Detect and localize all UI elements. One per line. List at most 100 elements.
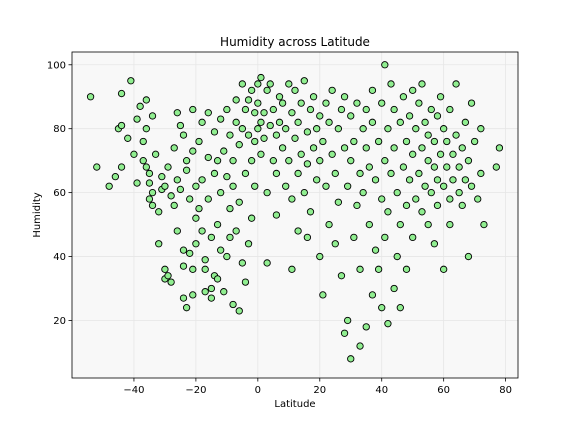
data-point	[235, 198, 243, 206]
data-point	[412, 195, 420, 203]
data-point	[170, 144, 178, 152]
data-point	[254, 80, 262, 88]
data-point	[263, 259, 271, 267]
data-point	[399, 163, 408, 171]
data-point	[217, 188, 225, 197]
data-point	[275, 93, 284, 101]
data-point	[347, 157, 355, 165]
x-tick-label: −20	[185, 385, 206, 396]
data-point	[207, 294, 216, 302]
data-point	[145, 179, 154, 187]
data-point	[189, 265, 197, 273]
data-point	[316, 112, 324, 120]
data-point	[424, 157, 432, 165]
data-point	[409, 150, 417, 158]
data-point	[285, 157, 293, 165]
data-point	[189, 105, 197, 114]
data-point	[269, 105, 277, 114]
data-point	[418, 144, 426, 152]
data-point	[378, 304, 386, 312]
data-point	[210, 128, 219, 136]
data-point	[192, 214, 200, 222]
data-point	[430, 240, 439, 248]
data-point	[272, 169, 281, 178]
data-point	[452, 131, 460, 139]
data-point	[195, 204, 203, 213]
data-point	[405, 176, 414, 184]
data-point	[182, 157, 191, 165]
data-point	[340, 329, 349, 337]
data-point	[117, 121, 126, 130]
data-point	[275, 118, 284, 126]
data-point	[251, 137, 259, 146]
data-point	[229, 182, 237, 190]
data-point	[337, 105, 346, 114]
data-point	[421, 118, 429, 126]
data-point	[232, 227, 240, 235]
data-point	[179, 246, 188, 254]
data-point	[207, 233, 216, 242]
data-point	[359, 125, 367, 133]
data-point	[179, 262, 188, 270]
data-point	[294, 118, 302, 126]
data-point	[204, 195, 212, 203]
data-point	[179, 131, 188, 139]
data-point	[161, 265, 169, 273]
data-point	[322, 99, 330, 107]
data-point	[461, 118, 469, 126]
data-point	[458, 201, 466, 210]
data-point	[142, 163, 150, 171]
data-point	[467, 99, 476, 107]
data-point	[86, 93, 95, 101]
y-tick-label: 20	[53, 316, 66, 327]
data-point	[378, 195, 386, 203]
data-point	[145, 169, 154, 178]
data-point	[232, 118, 240, 126]
data-point	[427, 105, 435, 114]
data-point	[396, 220, 404, 229]
data-point	[111, 172, 120, 181]
data-point	[433, 112, 442, 120]
data-point	[176, 185, 185, 194]
data-point	[288, 195, 296, 203]
data-point	[356, 342, 364, 350]
plot-frame	[71, 51, 519, 379]
data-point	[303, 233, 312, 242]
data-point	[433, 201, 442, 210]
data-point	[226, 131, 234, 139]
data-point	[192, 182, 200, 190]
data-point	[201, 256, 209, 264]
data-point	[368, 291, 377, 299]
x-tick-label: 0	[255, 385, 261, 396]
data-point	[340, 144, 349, 152]
data-point	[117, 163, 126, 171]
data-point	[418, 80, 426, 88]
data-point	[164, 163, 172, 171]
data-point	[198, 118, 206, 126]
chart-title: Humidity across Latitude	[220, 35, 370, 49]
data-point	[446, 220, 454, 229]
data-point	[362, 105, 370, 114]
x-tick-label: 20	[313, 385, 326, 396]
data-point	[446, 195, 454, 203]
data-point	[93, 163, 101, 171]
data-point	[213, 157, 222, 165]
data-point	[378, 99, 386, 107]
data-point	[282, 182, 290, 190]
data-point	[257, 150, 265, 158]
data-point	[235, 307, 243, 315]
data-point	[285, 80, 293, 88]
data-point	[368, 86, 377, 95]
data-point	[272, 131, 281, 139]
data-point	[319, 291, 327, 299]
data-point	[235, 141, 243, 149]
data-point	[495, 144, 504, 152]
data-point	[353, 99, 361, 107]
data-point	[260, 134, 268, 142]
data-point	[325, 118, 333, 126]
data-point	[430, 137, 439, 146]
data-point	[254, 99, 262, 107]
data-point	[449, 176, 457, 184]
data-point	[167, 278, 175, 286]
data-point	[328, 150, 336, 158]
